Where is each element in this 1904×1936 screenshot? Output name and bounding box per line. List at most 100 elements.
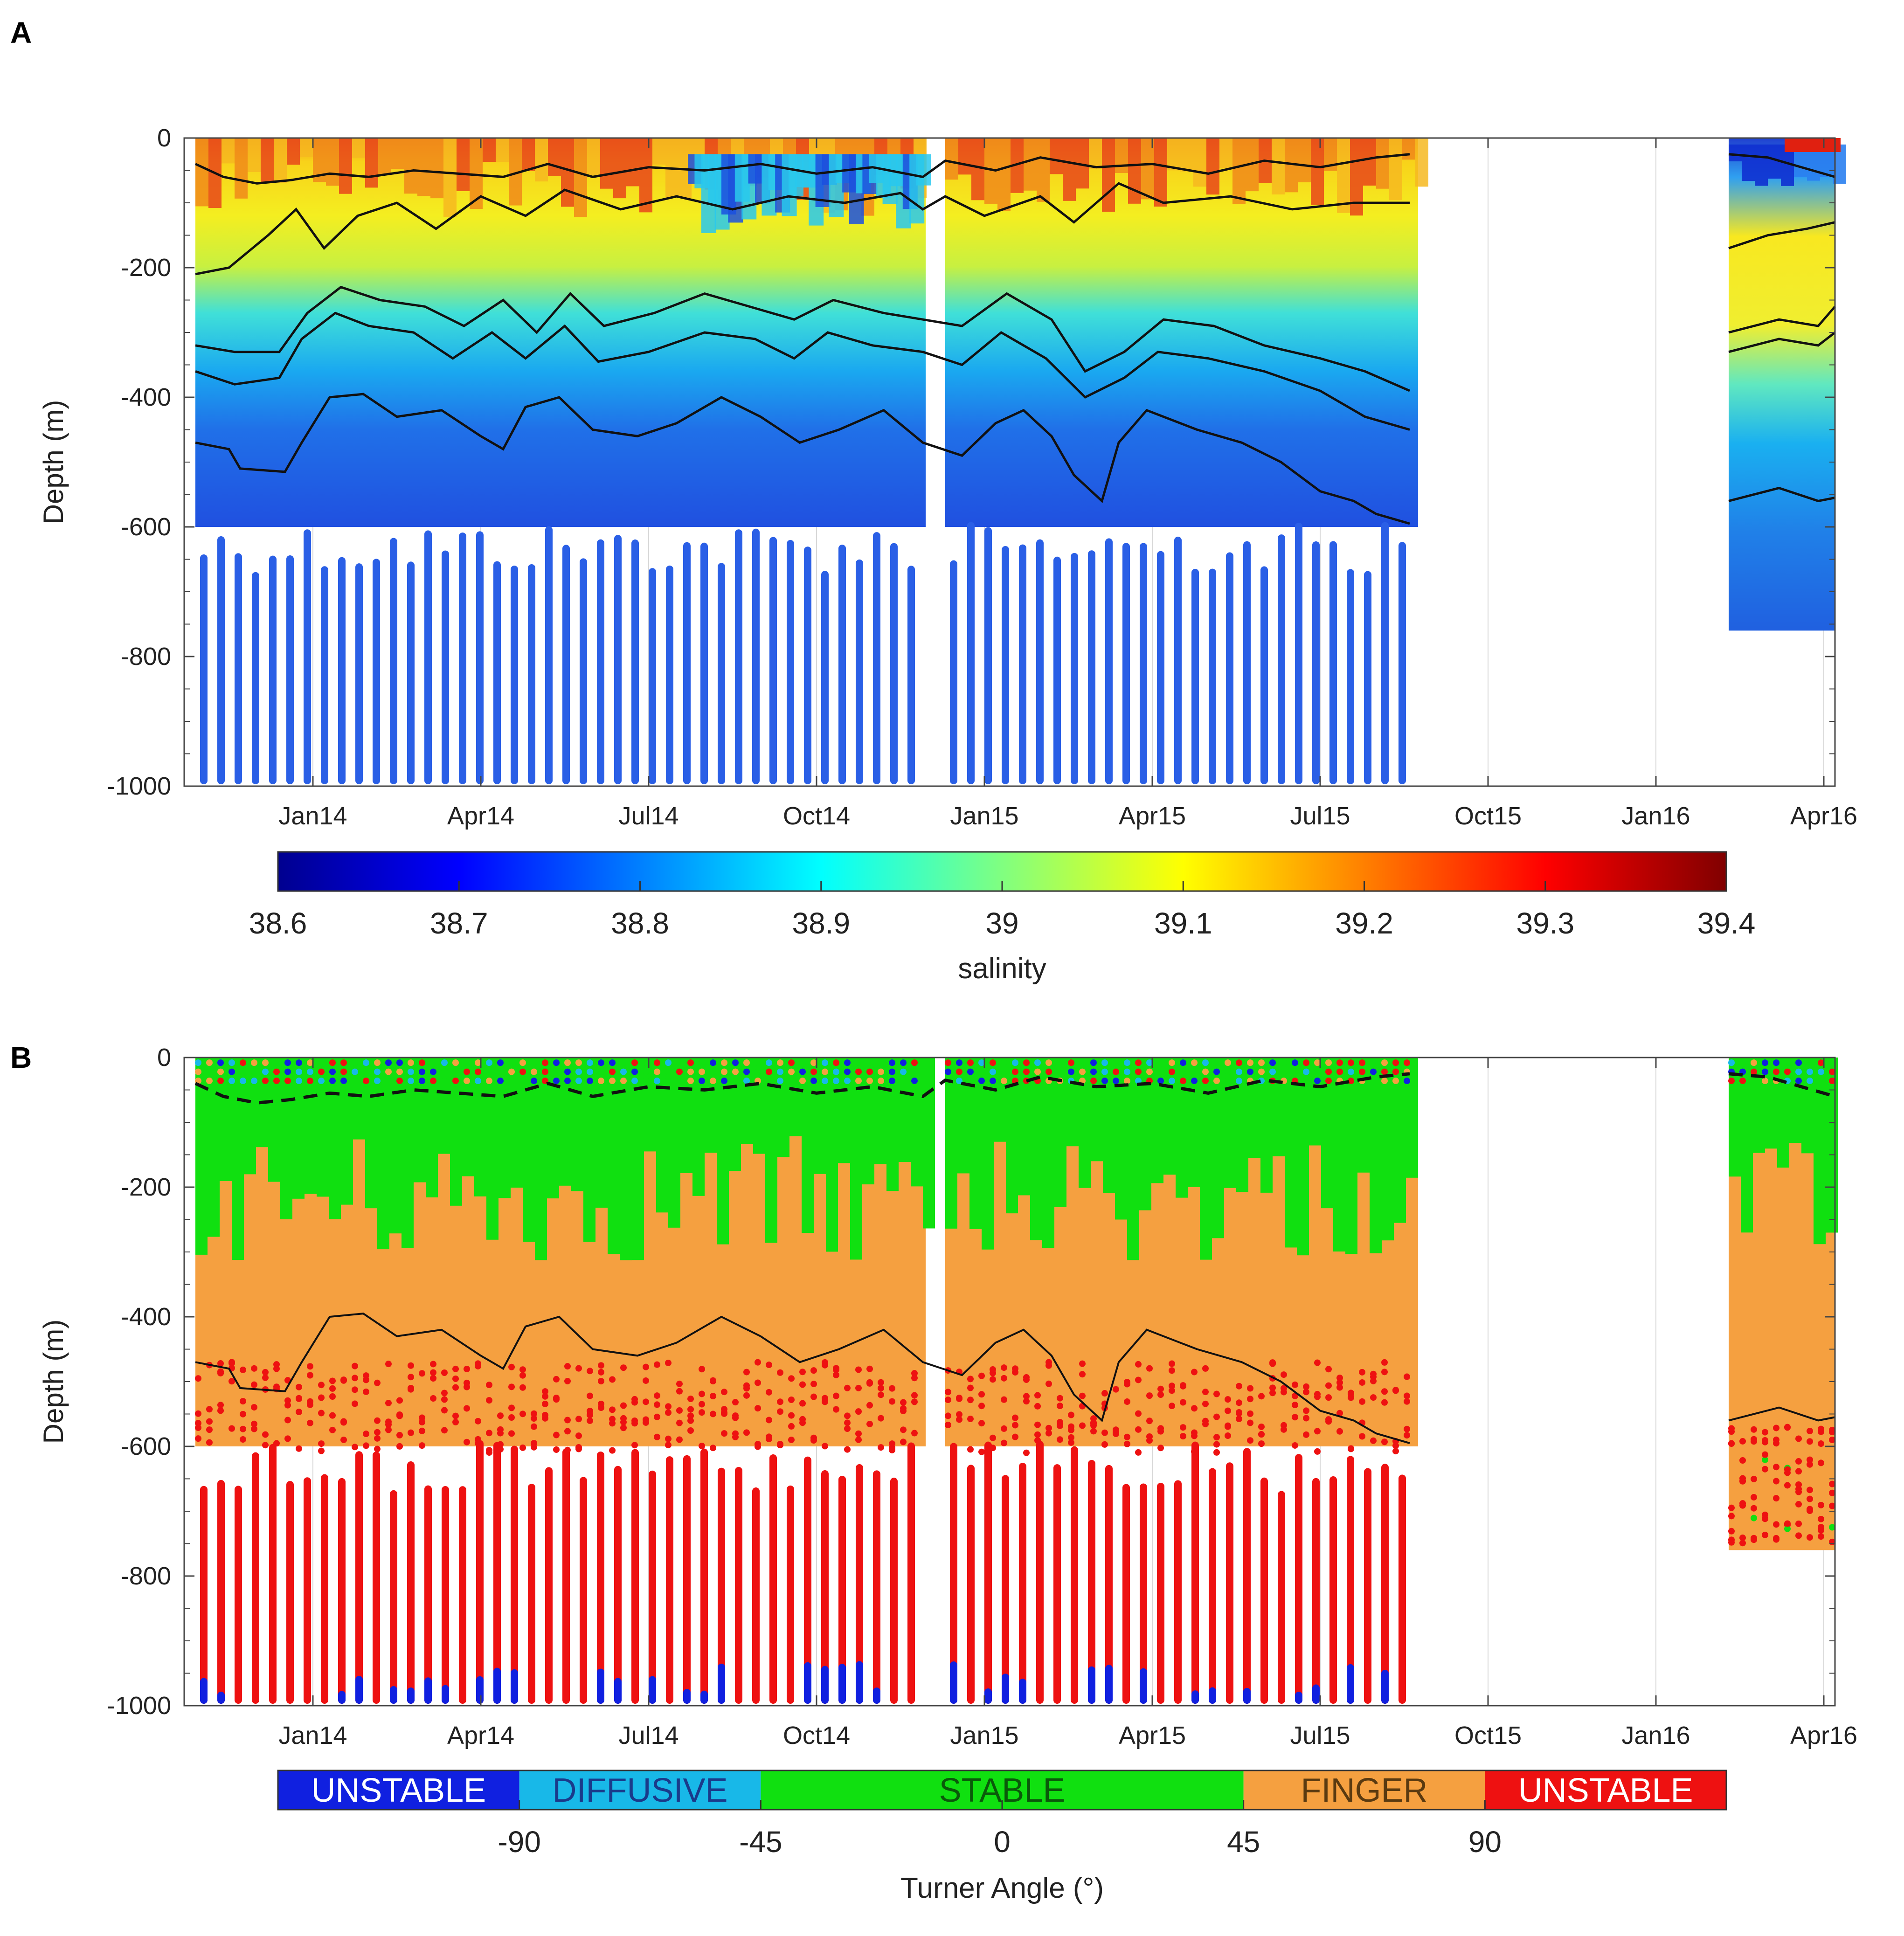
- turner-surface-dot: [777, 1068, 783, 1075]
- turner-unstable-dot: [564, 1377, 571, 1384]
- salinity-profile-bar: [373, 559, 380, 784]
- turner-surface-dot: [732, 1078, 739, 1085]
- turner-unstable-bar-blue: [700, 1690, 708, 1704]
- turner-unstable-dot: [889, 1440, 895, 1447]
- turner-unstable-dot: [1795, 1520, 1802, 1527]
- x-tick-label: Apr15: [1119, 1722, 1186, 1749]
- turner-unstable-dot: [284, 1417, 291, 1424]
- turner-stable-zone: [1406, 1058, 1418, 1178]
- turner-surface-dot: [1191, 1059, 1198, 1066]
- turner-unstable-dot: [788, 1375, 795, 1382]
- turner-unstable-dot: [1392, 1448, 1399, 1455]
- turner-unstable-dot: [228, 1425, 235, 1432]
- turner-surface-dot: [788, 1078, 795, 1085]
- salinity-surface-patch: [1037, 138, 1050, 202]
- turner-unstable-dot: [1146, 1365, 1153, 1372]
- turner-stable-zone: [462, 1058, 474, 1176]
- turner-stable-zone: [1030, 1058, 1042, 1240]
- turner-surface-dot: [430, 1078, 436, 1085]
- turner-unstable-dot: [1292, 1402, 1298, 1409]
- salinity-profile-bar: [1002, 546, 1009, 784]
- turner-unstable-dot: [1728, 1528, 1735, 1535]
- turner-unstable-dot: [1728, 1440, 1735, 1447]
- turner-surface-dot: [788, 1059, 795, 1066]
- turner-unstable-dot: [587, 1392, 593, 1399]
- turner-surface-dot: [822, 1068, 828, 1075]
- salinity-colorbar-tick-label: 39.3: [1516, 906, 1574, 940]
- turner-unstable-dot: [1739, 1457, 1746, 1464]
- turner-unstable-dot: [195, 1435, 201, 1442]
- turner-unstable-dot: [654, 1433, 660, 1440]
- turner-stable-zone: [571, 1058, 583, 1191]
- salinity-profile-bar: [200, 554, 208, 784]
- salinity-colorbar-tick-label: 39.2: [1335, 906, 1393, 940]
- turner-unstable-dot: [1045, 1424, 1052, 1431]
- turner-unstable-dot: [329, 1412, 336, 1419]
- turner-surface-dot: [441, 1059, 448, 1066]
- salinity-surface-patch: [1298, 138, 1311, 183]
- turner-surface-dot: [631, 1059, 638, 1066]
- turner-unstable-dot: [1258, 1440, 1265, 1447]
- turner-unstable-dot: [1728, 1504, 1735, 1511]
- turner-surface-dot: [1348, 1068, 1354, 1075]
- turner-unstable-bar: [217, 1480, 225, 1704]
- turner-surface-dot: [654, 1078, 660, 1085]
- turner-unstable-dot: [464, 1379, 470, 1386]
- turner-unstable-dot: [486, 1447, 492, 1454]
- turner-surface-dot: [1751, 1059, 1757, 1066]
- turner-surface-dot: [978, 1078, 985, 1085]
- salinity-surface-patch: [378, 138, 391, 174]
- salinity-surface-patch: [1050, 138, 1063, 174]
- turner-stable-zone: [377, 1058, 389, 1250]
- turner-unstable-bar-blue: [950, 1661, 957, 1704]
- turner-unstable-dot: [990, 1445, 996, 1452]
- salinity-profile-bar: [1278, 534, 1285, 784]
- turner-unstable-dot: [676, 1388, 683, 1395]
- turner-unstable-dot: [240, 1436, 246, 1443]
- turner-unstable-bar: [1278, 1491, 1285, 1704]
- turner-surface-dot: [553, 1059, 560, 1066]
- turner-surface-dot: [452, 1078, 459, 1085]
- turner-unstable-dot: [419, 1414, 425, 1421]
- turner-surface-dot: [889, 1068, 895, 1075]
- salinity-profile-bar: [1399, 542, 1406, 784]
- turner-unstable-dot: [1728, 1425, 1735, 1432]
- turner-unstable-bar: [424, 1485, 432, 1704]
- turner-unstable-bar: [355, 1451, 363, 1704]
- turner-unstable-bar-blue: [984, 1688, 992, 1704]
- turner-unstable-bar: [1260, 1477, 1268, 1704]
- salinity-surface-patch: [548, 138, 561, 176]
- turner-unstable-dot: [228, 1378, 235, 1385]
- turner-unstable-dot: [1001, 1364, 1007, 1371]
- turner-unstable-dot: [1807, 1428, 1813, 1435]
- turner-unstable-dot: [1247, 1410, 1253, 1417]
- salinity-surface-patch: [1785, 138, 1799, 152]
- salinity-profile-bar: [700, 542, 708, 784]
- turner-unstable-dot: [1807, 1438, 1813, 1445]
- turner-surface-dot: [1336, 1059, 1343, 1066]
- turner-unstable-dot: [855, 1408, 862, 1415]
- turner-unstable-dot: [855, 1430, 862, 1437]
- salinity-profile-bar: [493, 561, 501, 784]
- turner-stable-zone: [1729, 1058, 1741, 1177]
- turner-surface-dot: [475, 1078, 481, 1085]
- x-tick-label: Apr15: [1119, 802, 1186, 830]
- turner-stable-zone: [535, 1058, 547, 1260]
- turner-surface-dot: [475, 1059, 481, 1066]
- turner-surface-dot: [564, 1068, 571, 1075]
- turner-colorbar-tick-label: 90: [1468, 1825, 1502, 1859]
- turner-unstable-dot: [497, 1412, 504, 1419]
- turner-surface-dot: [833, 1059, 839, 1066]
- turner-unstable-dot: [1213, 1449, 1220, 1456]
- turner-surface-dot: [1124, 1059, 1130, 1066]
- salinity-profile-bar: [1260, 566, 1268, 784]
- turner-unstable-dot: [1180, 1433, 1186, 1440]
- turner-stable-zone: [826, 1058, 838, 1252]
- turner-surface-dot: [374, 1078, 381, 1085]
- turner-surface-dot: [609, 1078, 616, 1085]
- turner-unstable-dot: [408, 1429, 414, 1436]
- turner-stable-zone: [1285, 1058, 1297, 1248]
- salinity-surface-patch: [300, 138, 313, 157]
- turner-surface-dot: [732, 1068, 739, 1075]
- y-tick-label: -1000: [107, 772, 171, 800]
